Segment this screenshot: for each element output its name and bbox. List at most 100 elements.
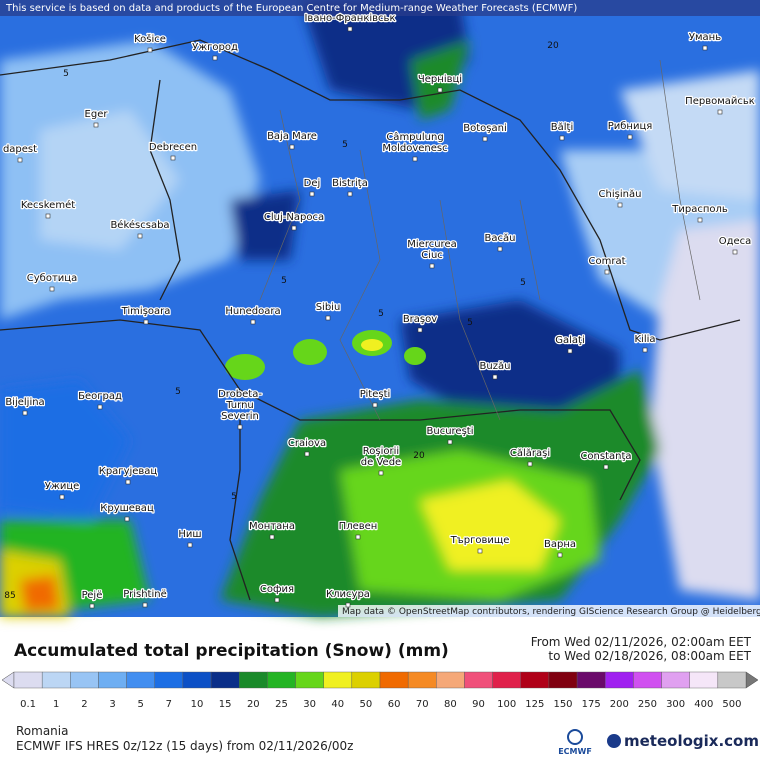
city-marker xyxy=(482,136,488,142)
city-marker xyxy=(355,534,361,540)
precip-field xyxy=(0,0,760,617)
contour-label: 20 xyxy=(547,41,559,51)
city-marker xyxy=(325,315,331,321)
legend-swatch xyxy=(41,671,71,689)
city-marker xyxy=(250,319,256,325)
city-marker xyxy=(378,470,384,476)
ecmwf-logo: ECMWF xyxy=(558,747,592,756)
city-marker xyxy=(412,156,418,162)
city-marker xyxy=(347,191,353,197)
city-label: Умань xyxy=(689,32,721,43)
city-label: Bucureşti xyxy=(427,426,474,437)
legend-swatch xyxy=(605,671,634,689)
city-label: София xyxy=(260,584,294,595)
contour-label: 5 xyxy=(520,278,526,288)
legend-label: 0.1 xyxy=(20,699,36,710)
legend-swatch xyxy=(464,671,493,689)
city-label: Одеса xyxy=(719,236,752,247)
city-marker xyxy=(527,461,533,467)
legend-arrow-left xyxy=(1,671,15,689)
city-label: Comrat xyxy=(588,256,625,267)
notice: This service is based on data and produc… xyxy=(5,3,577,14)
city-label: Chişinău xyxy=(599,189,642,200)
city-marker xyxy=(702,45,708,51)
city-label: Івано-Франківськ xyxy=(304,12,395,24)
city-label: Baja Mare xyxy=(267,131,317,142)
legend-label: 5 xyxy=(138,699,144,710)
city-label: Roşiorii xyxy=(363,446,399,457)
attribution-bg xyxy=(338,605,760,617)
city-marker xyxy=(137,233,143,239)
city-marker xyxy=(309,191,315,197)
product-title: Accumulated total precipitation (Snow) (… xyxy=(14,641,449,661)
city-label: Београд xyxy=(78,391,122,402)
city-label: Braşov xyxy=(403,314,437,325)
city-marker xyxy=(142,602,148,608)
city-label: Hunedoara xyxy=(225,306,280,317)
contour-label: 5 xyxy=(342,140,348,150)
legend-label: 60 xyxy=(388,699,401,710)
city-label: dapest xyxy=(3,144,37,155)
city-marker xyxy=(372,402,378,408)
legend-swatch xyxy=(520,671,550,689)
city-marker xyxy=(429,263,435,269)
legend: 0.1 1 2 3 5 7 10 15 20 25 30 40 50 60 70 80 90 100 125 150 1… xyxy=(13,671,747,710)
legend-swatch xyxy=(98,671,127,689)
city-label: Galaţi xyxy=(555,335,584,346)
legend-label: 7 xyxy=(166,699,172,710)
city-marker xyxy=(559,135,565,141)
city-label: Крушевац xyxy=(100,503,154,514)
city-label: Монтана xyxy=(249,521,295,532)
legend-label: 2 xyxy=(81,699,87,710)
legend-swatch xyxy=(492,671,521,689)
city-label: Bistriţa xyxy=(332,178,368,189)
city-label: Câmpulung xyxy=(386,131,443,143)
city-label: Ниш xyxy=(178,529,201,540)
city-marker xyxy=(557,552,563,558)
city-label: Cluj-Napoca xyxy=(264,212,324,223)
legend-swatch xyxy=(351,671,381,689)
city-marker xyxy=(437,87,443,93)
legend-label: 3 xyxy=(109,699,115,710)
legend-label: 90 xyxy=(472,699,485,710)
city-label: Клисура xyxy=(326,589,370,600)
notice-bar xyxy=(0,0,760,16)
legend-label: 25 xyxy=(275,699,288,710)
city-marker xyxy=(170,155,176,161)
legend-swatch xyxy=(717,671,747,689)
legend-label: 40 xyxy=(331,699,344,710)
city-marker xyxy=(59,494,65,500)
city-label: Sibiu xyxy=(316,302,341,313)
city-marker xyxy=(567,348,573,354)
city-marker xyxy=(97,404,103,410)
city-marker xyxy=(17,157,23,163)
city-marker xyxy=(604,269,610,275)
site-logo: meteologix.com xyxy=(624,732,759,750)
city-marker xyxy=(212,55,218,61)
city-marker xyxy=(642,347,648,353)
city-marker xyxy=(447,439,453,445)
legend-label: 400 xyxy=(694,699,713,710)
legend-label: 125 xyxy=(525,699,544,710)
city-marker xyxy=(269,534,275,540)
admin-lines xyxy=(259,59,701,421)
city-marker xyxy=(732,249,738,255)
city-label: Drobeta- xyxy=(218,389,262,400)
city-label: Търговище xyxy=(450,535,510,546)
city-marker xyxy=(417,327,423,333)
legend-label: 15 xyxy=(219,699,232,710)
city-marker xyxy=(603,464,609,470)
city-label: Чернівці xyxy=(418,73,462,85)
legend-label: 20 xyxy=(247,699,260,710)
ecmwf-icon xyxy=(567,729,583,745)
city-marker xyxy=(22,410,28,416)
city-label: Варна xyxy=(544,539,576,550)
city-label: Eger xyxy=(85,109,109,120)
city-label: Debrecen xyxy=(149,142,197,153)
city-marker xyxy=(124,516,130,522)
legend-swatch xyxy=(239,671,268,689)
city-marker xyxy=(49,286,55,292)
site-icon xyxy=(607,734,621,748)
city-marker xyxy=(492,374,498,380)
legend-swatch xyxy=(576,671,606,689)
